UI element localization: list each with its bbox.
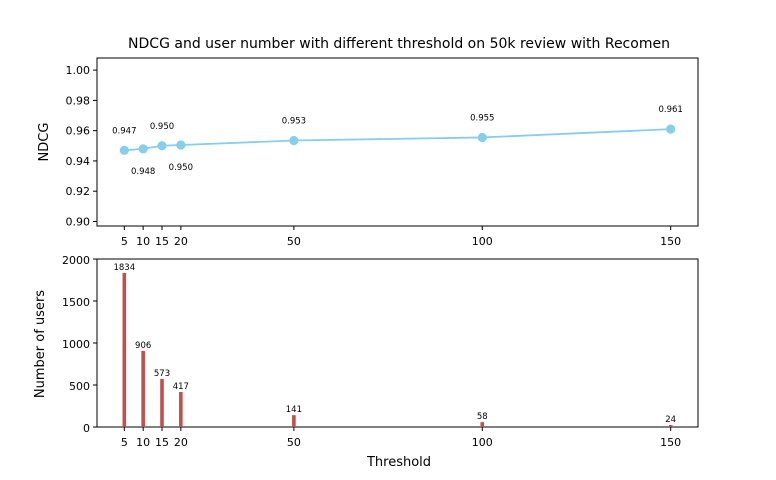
- ndcg-x-tick-label: 20: [174, 235, 188, 248]
- ndcg-data-label: 0.950: [169, 163, 193, 173]
- users-x-tick-label: 5: [121, 436, 128, 449]
- ndcg-y-axis-title: NDCG: [37, 123, 52, 162]
- ndcg-point: [666, 124, 676, 134]
- users-bar: [179, 391, 183, 427]
- users-bars: [122, 272, 673, 427]
- ndcg-x-axis: 5 10 15 20 50 100 150: [121, 226, 681, 248]
- ndcg-y-tick-label: 0.92: [66, 185, 91, 198]
- ndcg-y-axis: 0.90 0.92 0.94 0.96 0.98 1.00: [66, 64, 97, 228]
- users-bar: [480, 422, 485, 427]
- users-bar: [160, 378, 164, 427]
- ndcg-x-tick-label: 15: [155, 235, 169, 248]
- ndcg-x-tick-label: 5: [121, 235, 128, 248]
- ndcg-point: [477, 132, 487, 143]
- users-x-tick-label: 20: [174, 436, 188, 449]
- chart-title: NDCG and user number with different thre…: [128, 36, 670, 52]
- ndcg-point: [289, 135, 299, 146]
- ndcg-plot-frame: [96, 57, 699, 227]
- ndcg-point: [176, 140, 186, 150]
- users-data-label: 141: [286, 405, 302, 415]
- users-bar-panel: 0 500 1000 1500 2000 5 10 15 20 50 100 150 Number …: [33, 254, 699, 470]
- users-plot-frame: [96, 258, 699, 428]
- ndcg-x-tick-label: 100: [472, 235, 493, 248]
- users-data-label: 24: [665, 415, 676, 425]
- users-bar: [141, 350, 145, 427]
- ndcg-data-labels: 0.947 0.948 0.950 0.950 0.953 0.955 0.961: [112, 105, 683, 177]
- users-y-axis: 0 500 1000 1500 2000: [62, 254, 97, 435]
- users-data-label: 1834: [113, 263, 135, 273]
- users-x-tick-label: 15: [155, 436, 169, 449]
- users-y-axis-title: Number of users: [33, 290, 48, 398]
- users-data-label: 906: [135, 341, 151, 351]
- users-data-label: 573: [154, 369, 170, 379]
- users-data-label: 417: [173, 382, 189, 392]
- users-x-tick-label: 10: [136, 436, 150, 449]
- ndcg-data-label: 0.953: [282, 116, 306, 126]
- ndcg-data-label: 0.961: [659, 105, 683, 115]
- users-x-tick-label: 150: [660, 436, 681, 449]
- ndcg-data-label: 0.948: [131, 167, 155, 177]
- ndcg-y-tick-label: 1.00: [66, 64, 91, 77]
- users-x-axis: 5 10 15 20 50 100 150: [121, 427, 681, 449]
- ndcg-point: [157, 141, 167, 151]
- ndcg-line: [124, 128, 671, 152]
- ndcg-data-label: 0.955: [470, 113, 494, 123]
- ndcg-x-tick-label: 50: [287, 235, 301, 248]
- ndcg-y-tick-label: 0.90: [66, 215, 91, 228]
- users-y-tick-label: 1000: [62, 338, 90, 351]
- users-bar: [122, 272, 127, 427]
- users-y-tick-label: 2000: [62, 254, 90, 267]
- users-x-tick-label: 50: [287, 436, 301, 449]
- ndcg-y-tick-label: 0.98: [66, 94, 91, 107]
- users-y-tick-label: 500: [69, 380, 90, 393]
- ndcg-x-tick-label: 10: [136, 235, 150, 248]
- ndcg-series: [119, 124, 676, 155]
- ndcg-data-label: 0.950: [150, 122, 174, 132]
- ndcg-y-tick-label: 0.96: [66, 125, 91, 138]
- ndcg-x-tick-label: 150: [660, 235, 681, 248]
- users-bar: [292, 415, 296, 427]
- ndcg-point: [119, 145, 129, 155]
- users-x-tick-label: 100: [472, 436, 493, 449]
- ndcg-point: [138, 144, 148, 154]
- ndcg-y-tick-label: 0.94: [66, 155, 91, 168]
- users-y-tick-label: 1500: [62, 296, 90, 309]
- users-y-tick-label: 0: [83, 422, 90, 435]
- ndcg-data-label: 0.947: [112, 126, 136, 136]
- ndcg-line-panel: 0.90 0.92 0.94 0.96 0.98 1.00 5 10 15 20 50 100 150…: [37, 57, 699, 248]
- users-data-label: 58: [477, 412, 488, 422]
- users-bar: [668, 424, 673, 427]
- users-x-axis-title: Threshold: [366, 455, 431, 470]
